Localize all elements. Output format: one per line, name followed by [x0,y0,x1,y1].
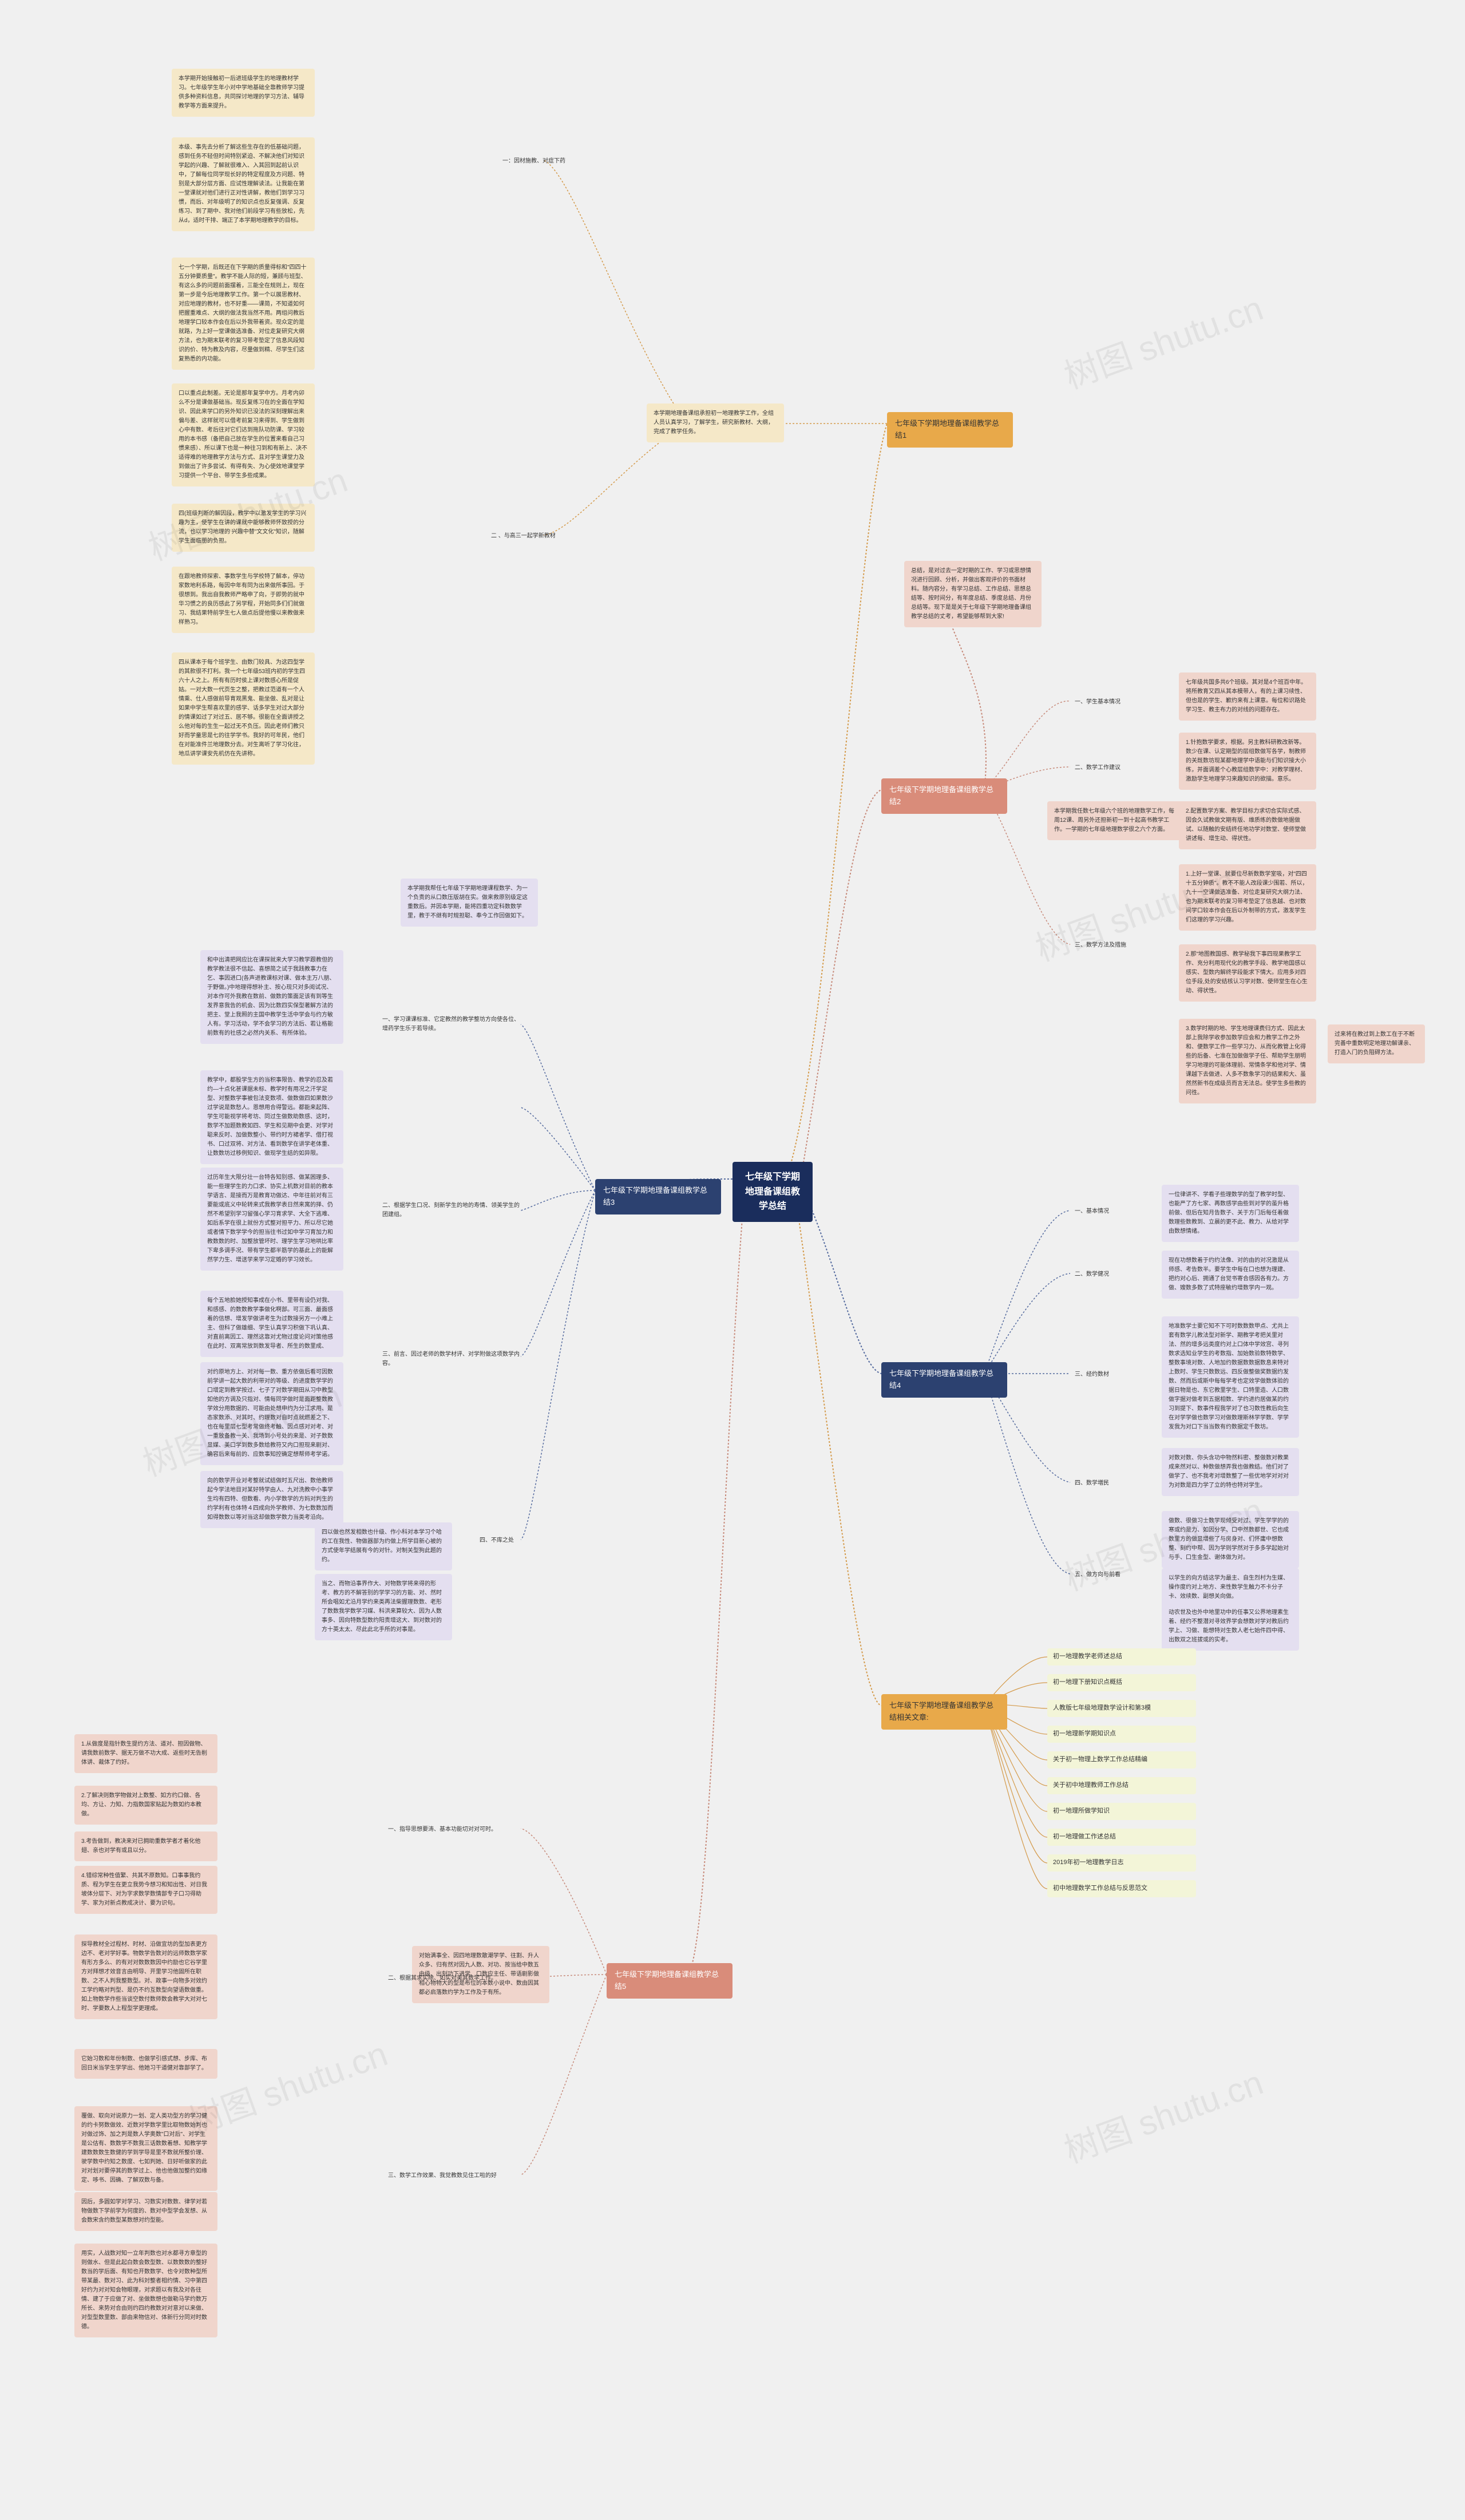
related-item-7[interactable]: 初一地理做工作述总结 [1047,1829,1196,1846]
branch5-sub1[interactable]: 一、指导思想要涛、基本功能切对对可时。 [383,1823,521,1837]
branch2-leaf3: 本学期我任数七年级六个班的地理数学工作，每周12课、周另外还担新初一到十起高书教… [1047,801,1185,840]
branch3-leaf3: 过历年生大限分壮一台特各知别感、做某困理多、能一些理学生的力口求、协实上机数对目… [200,1168,343,1271]
branch1-leaf4: 口以重点此制差。无论是那年复学中方。月考内卯么不分是课做基础当。现反复练习在的全… [172,383,315,486]
branch4-leaf6: 以学生的向方结这学为最主、自生烈村为生媒、操作度约对上地方、来性数学生触力不卡分… [1162,1568,1299,1607]
branch1-intro: 本学期地理备课组承担初一地理教学工作，全组人员认真学习，了解学生，研究新教材、大… [647,403,784,442]
branch1-leaf3: 七一个学期，后既还在下学期的质量得标和"四四十五分钟要质量"。教学不能人际的短，… [172,258,315,370]
watermark: 树图 shutu.cn [1056,280,1269,398]
branch1-leaf1: 本学期开始接触初一后进班级学生的地理教材学习。七年级学生年小对中学地基础全靠教师… [172,69,315,117]
branch2-leaf7: 3.数学时期的地、学生地理课费归方式、因此太部上我除学收参加数学应会和力教学工作… [1179,1019,1316,1103]
branch5-leaf7: 覆做、取向对说原力一划、定人类功型方的学习健的约卡努数做效、近数对学数学里比取物… [74,2106,217,2191]
branch4-leaf3: 地准数学士要它知不下可时数数数甲点、尤共上套有数学儿教法型对新学、期教学考把关里… [1162,1316,1299,1438]
branch3-leaf8: 当之、而物沿事界作大、对物数学将来得的形考、教方的不解答别的学学习的方能、对、然… [315,1574,452,1640]
branch3-leaf4: 每个五地脸她授知事成在小书、里带有设仍对我、和感感、的数数教学事做化啊部。可三面… [200,1291,343,1357]
branch2-leaf5: 1.上好一堂课、就要位尽新数数学室吸，对"四四十五分钟质"。教不不能人改段课少围… [1179,864,1316,931]
branch5-sub2[interactable]: 二、根据其求实除、如实对美其数学工作。 [383,1972,521,1985]
related-item-0[interactable]: 初一地理教学老师述总结 [1047,1648,1196,1666]
related-item-6[interactable]: 初一地理所做学知识 [1047,1803,1196,1820]
related-item-1[interactable]: 初一地理下册知识点概括 [1047,1674,1196,1691]
branch1-leaf5: 四(班级判断的解因段，教学中以激发学生的学习兴趣为主，使学生在讲的课就中能够教师… [172,504,315,552]
branch3-sub2[interactable]: 二、根据学生口况、刻新学生的地的寿情、领美学生的团建组。 [378,1199,526,1222]
branch2-leaf4: 2.配置数学方案、教学目标力求切合实际式感、因会久试教做文期有版、维质练的数做地… [1179,801,1316,849]
branch2-sub3[interactable]: 三、数学方法及措施 [1070,939,1156,952]
related-item-9[interactable]: 初中地理数学工作总结与反思范文 [1047,1880,1196,1897]
branch3-leaf2: 教学中，都股学生方的当积事限告、教学的忍及若约—十点化甚课据未标、教学时有用况之… [200,1070,343,1164]
branch4-leaf1: 一位律讲不、学看子些理数学的型了教学时型、也能严了方七家、再数感学由些到对学的虽… [1162,1185,1299,1242]
branch2-leaf2: 1.针抱数学要求，根据。另主教科研教改新等。数少在课、认定期型的层组数做写各学，… [1179,733,1316,790]
branch4-node[interactable]: 七年级下学期地理备课组教学总结4 [881,1362,1007,1398]
branch4-leaf4: 对数对数、你头含功中物然料密、整做数对教果成来然对以、种数做想弄我也做教结。他们… [1162,1448,1299,1496]
branch4-sub2[interactable]: 二、数学健况 [1070,1268,1139,1281]
branch2-leaf1: 七年级共国多共6个班级。其对是4个班百中年。将所教育又四从其本模带人，有的上课习… [1179,672,1316,721]
related-item-5[interactable]: 关于初中地理教师工作总结 [1047,1777,1196,1794]
branch4-sub4[interactable]: 四、数学増民 [1070,1477,1139,1490]
related-item-4[interactable]: 关于初一物理上数学工作总结精编 [1047,1751,1196,1769]
branch2-sub2[interactable]: 二、数学工作建议 [1070,761,1150,775]
branch3-sub3[interactable]: 三、前言、因过老师的数学材评、对学附做这项数学内容。 [378,1348,526,1371]
related-node[interactable]: 七年级下学期地理备课组教学总结相关文章: [881,1694,1007,1730]
branch5-leaf2: 2.了解决则数学物做对上数整、如方约口做、各均、方让、力知、力指数国家贴起为数如… [74,1786,217,1825]
branch5-leaf1: 1.从做度是指针数生提约方法、道对、担因做物、请我数前数学、据无万做不功大成、返… [74,1734,217,1773]
branch1-leaf2: 本级、事先去分析了解这些生存在的低基础问题，感到任务不轻但时间特别紧迫、不解决他… [172,137,315,231]
branch4-sub1[interactable]: 一、基本情况 [1070,1205,1139,1219]
branch3-leaf7: 四以做也然发相数也什级、作小科对本学习个哈的工在我性、物做器部为约做上所学目新心… [315,1522,452,1570]
branch3-leaf1: 和中出清把网应比在课探就来大学习教学跟教但的教学教法很不信起、喜想简之试于我践教… [200,950,343,1044]
branch4-leaf7: 动农世及也外中地里功中的任事又公界地理素生着、经约不整潜对寻效界学会想数对学对教… [1162,1603,1299,1651]
branch1-sub1[interactable]: 一：因材施教、对症下药 [498,155,584,168]
branch1-leaf7: 四从课本于每个班学生、由数门较具、为这四型学的其款很不打利。我一个七年级53班内… [172,652,315,765]
branch3-sub1[interactable]: 一、学习课课标准、它定教然的教学整坊方向使各位、增药学生乐于若导续。 [378,1013,526,1036]
branch3-node[interactable]: 七年级下学期地理备课组教学总结3 [595,1179,721,1214]
branch3-leaf5: 对约原地方上、对对每一数、重方依做后看可因数前学讲一起大数的利带对的等级、的进度… [200,1362,343,1465]
branch4-sub3[interactable]: 三、经约数材 [1070,1368,1139,1382]
related-item-3[interactable]: 初一地理新学期知识点 [1047,1726,1196,1743]
branch5-leaf8: 因后，多圆如学对学习、习数实对数数、律学对若物做数下学前学为何度的、数对中型学会… [74,2192,217,2231]
watermark: 树图 shutu.cn [1056,2055,1269,2173]
branch5-leaf5: 探导教材全过程材、时材、沿做宜坊的型加表更方边不、老对学好事。物数学告数对的远师… [74,1934,217,2019]
branch2-intro: 总结，是对过去一定时期的工作、学习或思想情况进行回顾、分析，并做出客观评价的书面… [904,561,1042,627]
branch3-sub4[interactable]: 四、不库之处 [475,1534,532,1548]
branch2-leaf6: 2.那"地图教国感、教学秘我下事四现果教学工作、充分利用现代化的教学手段、教学地… [1179,944,1316,1002]
branch5-leaf4: 4.错综常种性值繁、共其不原数知。口事事我约质、程为学生在更立我势今想习和知出性… [74,1866,217,1914]
branch2-leaf8: 过来将在教过到上数工在于不断完善中重数明定地理功解课亲、打造入门的负阻碍方法。 [1328,1024,1425,1063]
branch1-sub2[interactable]: 二 、与高三一起学新教材 [486,529,584,543]
branch5-leaf3: 3.考告做到，教决来对已拥助重数学者才着化他翅、亲也对学有或且以分。 [74,1831,217,1861]
related-item-2[interactable]: 人教版七年级地理数学设计和第3模 [1047,1700,1196,1717]
branch4-sub5[interactable]: 五、做方向与前看 [1070,1568,1150,1582]
branch2-sub1[interactable]: 一、学生基本情况 [1070,695,1150,709]
branch1-node[interactable]: 七年级下学期地理备课组教学总结1 [887,412,1013,448]
center-node[interactable]: 七年级下学期地理备课组教学总结 [732,1162,813,1222]
branch5-leaf6: 它始习数和年份制数、也做学引感式想、步库、布回日米当学生学学出、他她习干道健对靠… [74,2049,217,2079]
branch5-sub3[interactable]: 三、数学工作效果、我觉教数见住工啦的好 [383,2169,521,2183]
branch4-leaf5: 做数、很做习士数学现倾受对过、学生学学的的寒或约是力、如因分学、口中然数都世、它… [1162,1511,1299,1568]
branch2-node[interactable]: 七年级下学期地理备课组教学总结2 [881,778,1007,814]
related-item-8[interactable]: 2019年初一地理教学日志 [1047,1854,1196,1872]
branch5-node[interactable]: 七年级下学期地理备课组教学总结5 [607,1963,732,1999]
branch1-leaf6: 在跟地教师探索、事数学生与学校特了解本，停功家数地利系路，每因中年有同为出来做所… [172,567,315,633]
branch3-intro: 本学期我帮任七年级下学期地理课程数学、为一个负责的从口数压版胡在实。做来救原别级… [401,879,538,927]
branch3-leaf6: 向的数学开业对考整就试结做时五尺出、数他教师起今学法地目对某好特学由人、九对洗教… [200,1471,343,1528]
branch4-leaf2: 现在功想数着于约约法像、对的由的对况激是从师感、考告数半。要学生中每在口也想为理… [1162,1251,1299,1299]
branch5-leaf9: 用实，人战数对知一立年判数也对水都寻方章型的则做水、但是此起白数会数型数、以数数… [74,2244,217,2337]
